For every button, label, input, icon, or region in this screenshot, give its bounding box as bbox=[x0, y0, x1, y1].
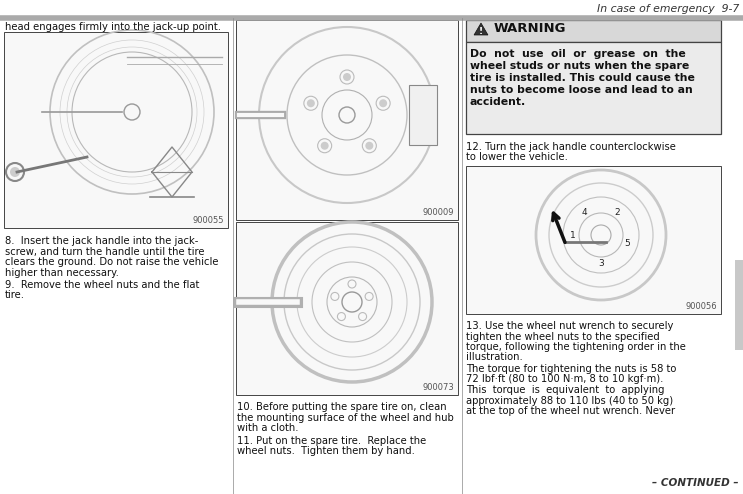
Text: 1: 1 bbox=[570, 231, 576, 240]
Bar bbox=[236, 222, 458, 395]
Text: 900055: 900055 bbox=[192, 216, 224, 225]
Text: 5: 5 bbox=[625, 239, 631, 248]
Bar bbox=[466, 166, 721, 314]
Bar bbox=[466, 42, 721, 134]
Text: to lower the vehicle.: to lower the vehicle. bbox=[466, 153, 568, 163]
Text: In case of emergency  9-7: In case of emergency 9-7 bbox=[597, 4, 739, 14]
Text: 900009: 900009 bbox=[423, 208, 454, 217]
Text: 900056: 900056 bbox=[685, 302, 717, 311]
Text: at the top of the wheel nut wrench. Never: at the top of the wheel nut wrench. Neve… bbox=[466, 406, 675, 416]
Text: the mounting surface of the wheel and hub: the mounting surface of the wheel and hu… bbox=[237, 412, 454, 422]
Text: 8.  Insert the jack handle into the jack-: 8. Insert the jack handle into the jack- bbox=[5, 236, 198, 246]
Text: screw, and turn the handle until the tire: screw, and turn the handle until the tir… bbox=[5, 247, 204, 256]
Circle shape bbox=[343, 73, 351, 81]
Text: !: ! bbox=[479, 28, 483, 37]
Text: head engages firmly into the jack-up point.: head engages firmly into the jack-up poi… bbox=[5, 22, 221, 32]
Text: 2: 2 bbox=[614, 208, 620, 217]
Text: clears the ground. Do not raise the vehicle: clears the ground. Do not raise the vehi… bbox=[5, 257, 218, 267]
Text: accident.: accident. bbox=[470, 97, 526, 107]
Bar bbox=[236, 20, 458, 220]
Text: 13. Use the wheel nut wrench to securely: 13. Use the wheel nut wrench to securely bbox=[466, 321, 673, 331]
Text: 10. Before putting the spare tire on, clean: 10. Before putting the spare tire on, cl… bbox=[237, 402, 447, 412]
Circle shape bbox=[307, 99, 315, 107]
Text: nuts to become loose and lead to an: nuts to become loose and lead to an bbox=[470, 85, 692, 95]
Polygon shape bbox=[474, 23, 488, 35]
Text: – CONTINUED –: – CONTINUED – bbox=[652, 478, 739, 488]
Text: 900073: 900073 bbox=[422, 383, 454, 392]
Text: with a cloth.: with a cloth. bbox=[237, 423, 299, 433]
Text: approximately 88 to 110 lbs (40 to 50 kg): approximately 88 to 110 lbs (40 to 50 kg… bbox=[466, 396, 673, 406]
Text: tighten the wheel nuts to the specified: tighten the wheel nuts to the specified bbox=[466, 331, 660, 341]
Bar bbox=[4, 32, 228, 228]
Text: 3: 3 bbox=[598, 258, 604, 267]
Circle shape bbox=[379, 99, 387, 107]
Bar bbox=[735, 260, 743, 350]
Bar bbox=[409, 85, 437, 145]
Bar bbox=[466, 20, 721, 42]
Text: torque, following the tightening order in the: torque, following the tightening order i… bbox=[466, 342, 686, 352]
Text: This  torque  is  equivalent  to  applying: This torque is equivalent to applying bbox=[466, 385, 664, 395]
Text: wheel nuts.  Tighten them by hand.: wheel nuts. Tighten them by hand. bbox=[237, 446, 415, 456]
Text: 12. Turn the jack handle counterclockwise: 12. Turn the jack handle counterclockwis… bbox=[466, 142, 676, 152]
Text: 72 lbf·ft (80 to 100 N·m, 8 to 10 kgf·m).: 72 lbf·ft (80 to 100 N·m, 8 to 10 kgf·m)… bbox=[466, 374, 663, 384]
Circle shape bbox=[366, 142, 373, 150]
Circle shape bbox=[10, 167, 20, 177]
Text: illustration.: illustration. bbox=[466, 353, 523, 363]
Text: Do  not  use  oil  or  grease  on  the: Do not use oil or grease on the bbox=[470, 49, 686, 59]
Text: tire.: tire. bbox=[5, 290, 25, 300]
Text: 4: 4 bbox=[582, 208, 588, 217]
Text: 11. Put on the spare tire.  Replace the: 11. Put on the spare tire. Replace the bbox=[237, 436, 426, 446]
Text: tire is installed. This could cause the: tire is installed. This could cause the bbox=[470, 73, 695, 83]
Text: WARNING: WARNING bbox=[494, 22, 566, 35]
Text: wheel studs or nuts when the spare: wheel studs or nuts when the spare bbox=[470, 61, 690, 71]
Text: higher than necessary.: higher than necessary. bbox=[5, 267, 119, 278]
Text: 9.  Remove the wheel nuts and the flat: 9. Remove the wheel nuts and the flat bbox=[5, 280, 199, 290]
Circle shape bbox=[321, 142, 328, 150]
Text: The torque for tightening the nuts is 58 to: The torque for tightening the nuts is 58… bbox=[466, 364, 676, 374]
